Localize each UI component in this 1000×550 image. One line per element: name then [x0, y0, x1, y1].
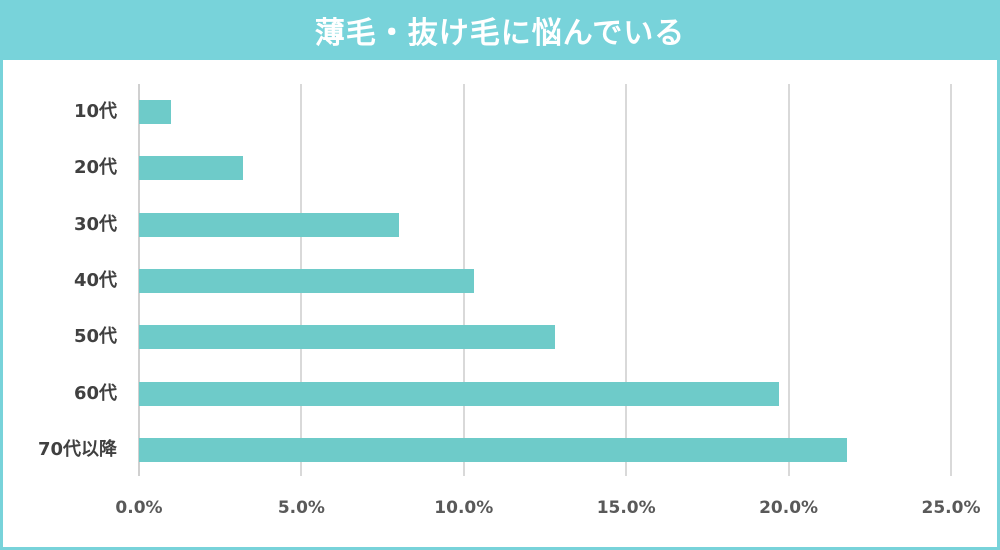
category-label: 20代 — [73, 157, 117, 179]
bar — [139, 212, 399, 237]
category-label: 40代 — [73, 269, 117, 291]
bar — [139, 325, 555, 350]
bar — [139, 100, 172, 124]
x-tick-label: 25.0% — [921, 498, 981, 518]
plot-area — [138, 84, 952, 476]
gridline — [950, 84, 952, 476]
category-label: 30代 — [73, 213, 117, 235]
category-label: 60代 — [73, 382, 117, 404]
x-tick-label: 0.0% — [115, 498, 163, 518]
x-tick-label: 10.0% — [434, 498, 494, 518]
gridline — [625, 84, 628, 476]
chart-title: 薄毛・抜け毛に悩んでいる — [0, 0, 1000, 60]
x-tick-label: 15.0% — [596, 498, 656, 518]
category-label: 10代 — [73, 101, 117, 122]
bar — [139, 268, 474, 293]
x-tick-label: 20.0% — [759, 498, 819, 518]
bar — [139, 156, 243, 181]
bar — [139, 437, 848, 462]
x-tick-label: 5.0% — [277, 498, 325, 518]
bar — [139, 381, 779, 406]
category-label: 70代以降 — [37, 438, 117, 460]
category-label: 50代 — [73, 326, 117, 348]
gridline — [787, 84, 790, 476]
